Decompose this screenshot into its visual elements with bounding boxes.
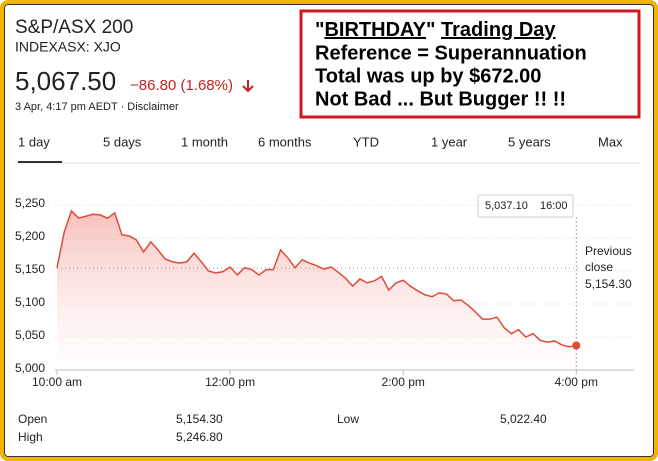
previous-close-label: Previous xyxy=(585,244,632,258)
previous-close-label: close xyxy=(585,260,613,274)
x-tick-label: 12:00 pm xyxy=(205,375,255,389)
y-tick-label: 5,050 xyxy=(15,328,45,342)
tooltip xyxy=(477,194,574,218)
annotation-line: "BIRTHDAY" Trading Day xyxy=(315,19,556,41)
index-name: S&P/ASX 200 xyxy=(15,17,133,38)
trading-day: Trading Day xyxy=(441,19,556,41)
price-line xyxy=(56,209,577,348)
tooltip-value: 5,037.10 xyxy=(485,200,528,212)
last-point xyxy=(572,341,581,350)
y-tick-label: 5,100 xyxy=(15,295,45,309)
down-arrow xyxy=(242,80,254,93)
stat-value: 5,154.30 xyxy=(176,412,223,426)
x-tick-label: 10:00 am xyxy=(32,375,82,389)
previous-close-value: 5,154.30 xyxy=(585,277,632,291)
birthday: BIRTHDAY xyxy=(324,19,426,41)
timestamp: 3 Apr, 4:17 pm AEDT · Disclaimer xyxy=(15,101,179,113)
y-tick-label: 5,250 xyxy=(15,196,45,210)
y-tick-label: 5,200 xyxy=(15,229,45,243)
y-tick-label: 5,000 xyxy=(15,361,45,375)
annotation-line: Total was up by $672.00 xyxy=(315,65,541,87)
stat-label: High xyxy=(18,430,43,444)
annotation-box xyxy=(299,9,641,119)
annotation-line: Not Bad ... But Bugger !! !! xyxy=(315,88,566,110)
tab[interactable]: Max xyxy=(598,134,623,149)
annotation-line: Reference = Superannuation xyxy=(315,42,587,64)
stat-label: Low xyxy=(337,412,359,426)
ticker: INDEXASX: XJO xyxy=(15,39,121,55)
tab[interactable]: 5 years xyxy=(508,134,551,149)
quote: " xyxy=(315,19,324,41)
tab[interactable]: 5 days xyxy=(103,134,142,149)
stat-value: 5,246.80 xyxy=(176,430,223,444)
x-tick-label: 4:00 pm xyxy=(555,375,598,389)
x-tick-label: 2:00 pm xyxy=(382,375,425,389)
change: −86.80 (1.68%) xyxy=(130,77,233,94)
y-tick-label: 5,150 xyxy=(15,262,45,276)
tab[interactable]: 1 year xyxy=(431,134,468,149)
price: 5,067.50 xyxy=(15,66,116,96)
tab[interactable]: YTD xyxy=(353,134,379,149)
area xyxy=(57,210,577,370)
quote: " xyxy=(426,19,441,41)
tab[interactable]: 1 day xyxy=(18,134,50,149)
tooltip-time: 16:00 xyxy=(540,200,568,212)
tab[interactable]: 6 months xyxy=(258,134,312,149)
stat-label: Open xyxy=(18,412,47,426)
stat-value: 5,022.40 xyxy=(500,412,547,426)
tab[interactable]: 1 month xyxy=(181,134,228,149)
